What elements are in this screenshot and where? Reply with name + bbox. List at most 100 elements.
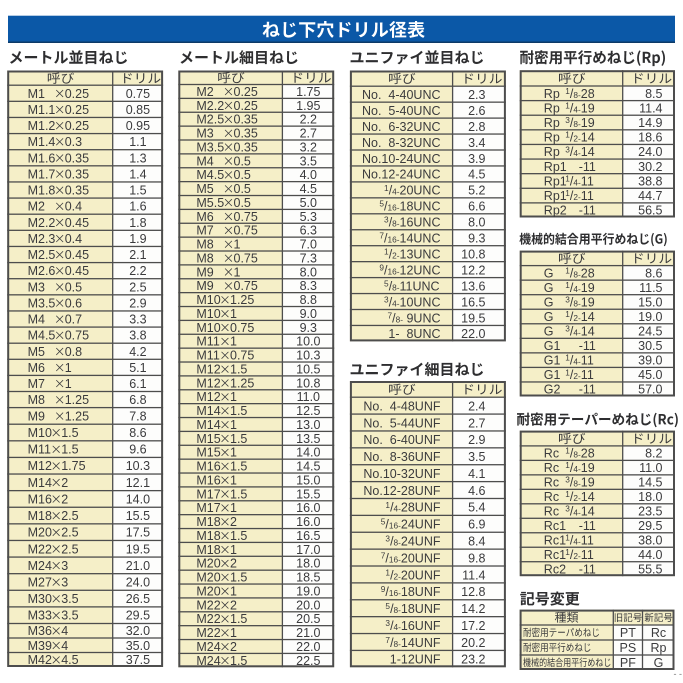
svg-text:0.35: 0.35 <box>234 127 258 141</box>
svg-text:/: / <box>384 232 388 246</box>
svg-text:3: 3 <box>565 144 570 154</box>
svg-text:0.75: 0.75 <box>65 329 89 343</box>
svg-text:28: 28 <box>581 266 595 280</box>
svg-text:/: / <box>389 295 393 309</box>
svg-text:M4: M4 <box>196 154 213 168</box>
svg-text:G2: G2 <box>544 383 561 397</box>
svg-text:M22: M22 <box>196 598 220 612</box>
svg-text:4.5: 4.5 <box>468 168 485 182</box>
svg-text:10UNC: 10UNC <box>400 295 441 309</box>
svg-text:0.25: 0.25 <box>65 119 89 133</box>
svg-text:17.5: 17.5 <box>126 526 150 540</box>
svg-text:1.5: 1.5 <box>230 529 247 543</box>
svg-text:1.5: 1.5 <box>61 426 78 440</box>
svg-text:/: / <box>570 461 574 475</box>
svg-text:11.4: 11.4 <box>462 568 485 582</box>
svg-text:17.0: 17.0 <box>296 543 320 557</box>
svg-text:2.4: 2.4 <box>468 399 485 413</box>
svg-text:35.0: 35.0 <box>126 639 150 653</box>
svg-text:9.8: 9.8 <box>468 551 485 565</box>
svg-text:16.0: 16.0 <box>296 515 320 529</box>
svg-text:/: / <box>389 184 393 198</box>
svg-text:4.5: 4.5 <box>300 182 317 196</box>
svg-text:M18: M18 <box>196 543 220 557</box>
svg-text:Rc: Rc <box>544 461 559 475</box>
svg-text:1: 1 <box>565 353 570 363</box>
svg-text:/: / <box>385 518 389 532</box>
svg-text:Rp: Rp <box>544 87 560 101</box>
svg-text:14.5: 14.5 <box>296 460 320 474</box>
svg-text:1: 1 <box>565 188 570 198</box>
svg-text:/: / <box>570 548 574 562</box>
svg-text:M1.1: M1.1 <box>28 103 56 117</box>
svg-text:2: 2 <box>230 598 237 612</box>
svg-text:57.0: 57.0 <box>638 383 662 397</box>
svg-text:1: 1 <box>565 489 570 499</box>
svg-text:6.6: 6.6 <box>468 200 485 214</box>
svg-text:8.5: 8.5 <box>645 87 662 101</box>
svg-text:4: 4 <box>394 622 399 632</box>
svg-text:0.5: 0.5 <box>65 280 82 294</box>
svg-text:9: 9 <box>381 584 386 594</box>
svg-text:4.0: 4.0 <box>300 168 317 182</box>
svg-text:-: - <box>578 493 581 503</box>
svg-text:M2.6: M2.6 <box>28 264 56 278</box>
svg-text:6.1: 6.1 <box>129 377 146 391</box>
svg-text:8.6: 8.6 <box>129 426 146 440</box>
svg-text:8.6: 8.6 <box>645 266 662 280</box>
svg-text:1: 1 <box>385 567 390 577</box>
svg-text:20UNF: 20UNF <box>401 551 441 565</box>
svg-text:5.4: 5.4 <box>468 501 485 515</box>
svg-text:M24: M24 <box>196 654 220 668</box>
svg-text:1.6: 1.6 <box>129 200 146 214</box>
svg-text:45.0: 45.0 <box>638 368 662 382</box>
svg-text:0.45: 0.45 <box>65 264 89 278</box>
svg-text:-: - <box>578 178 581 188</box>
svg-text:15.0: 15.0 <box>296 474 320 488</box>
svg-text:/: / <box>384 200 388 214</box>
svg-text:8.0: 8.0 <box>468 216 485 230</box>
svg-text:M18: M18 <box>196 529 220 543</box>
svg-text:M16: M16 <box>196 460 220 474</box>
svg-text:M15: M15 <box>196 446 220 460</box>
svg-text:-: - <box>578 450 581 460</box>
svg-text:12.1: 12.1 <box>126 476 150 490</box>
svg-text:2.2: 2.2 <box>300 113 317 127</box>
svg-text:M4.5: M4.5 <box>28 329 56 343</box>
svg-text:5.2: 5.2 <box>468 184 485 198</box>
svg-text:0.4: 0.4 <box>65 200 82 214</box>
svg-text:-11: -11 <box>579 204 596 218</box>
svg-text:M3: M3 <box>196 127 213 141</box>
svg-text:6.3: 6.3 <box>300 224 317 238</box>
svg-text:-: - <box>578 537 581 547</box>
svg-text:24.5: 24.5 <box>638 325 662 339</box>
svg-text:-: - <box>398 504 401 514</box>
svg-text:PT: PT <box>620 626 636 640</box>
svg-text:-: - <box>578 479 581 489</box>
svg-text:0.5: 0.5 <box>234 182 251 196</box>
svg-text:0.75: 0.75 <box>234 224 258 238</box>
svg-text:M20: M20 <box>28 526 52 540</box>
svg-text:2.5: 2.5 <box>129 280 146 294</box>
svg-text:Rc: Rc <box>544 447 559 461</box>
svg-text:10.3: 10.3 <box>296 349 320 363</box>
svg-text:Rc2: Rc2 <box>544 563 566 577</box>
svg-text:32.0: 32.0 <box>126 624 150 638</box>
svg-text:5: 5 <box>384 279 389 289</box>
svg-text:M17: M17 <box>196 487 220 501</box>
svg-text:15.5: 15.5 <box>296 487 320 501</box>
svg-text:14UNC: 14UNC <box>400 232 441 246</box>
svg-text:8.4: 8.4 <box>468 535 485 549</box>
svg-text:22.0: 22.0 <box>296 640 320 654</box>
svg-text:15.0: 15.0 <box>638 296 662 310</box>
svg-text:9: 9 <box>379 263 384 273</box>
svg-text:3.4: 3.4 <box>468 136 485 150</box>
svg-text:7: 7 <box>381 551 386 561</box>
svg-text:M20: M20 <box>196 571 220 585</box>
svg-text:14UNF: 14UNF <box>401 636 441 650</box>
svg-text:0.75: 0.75 <box>234 210 258 224</box>
svg-text:1.5: 1.5 <box>230 432 247 446</box>
svg-text:5.1: 5.1 <box>129 361 146 375</box>
svg-text:/: / <box>390 535 394 549</box>
svg-text:2: 2 <box>573 371 578 381</box>
